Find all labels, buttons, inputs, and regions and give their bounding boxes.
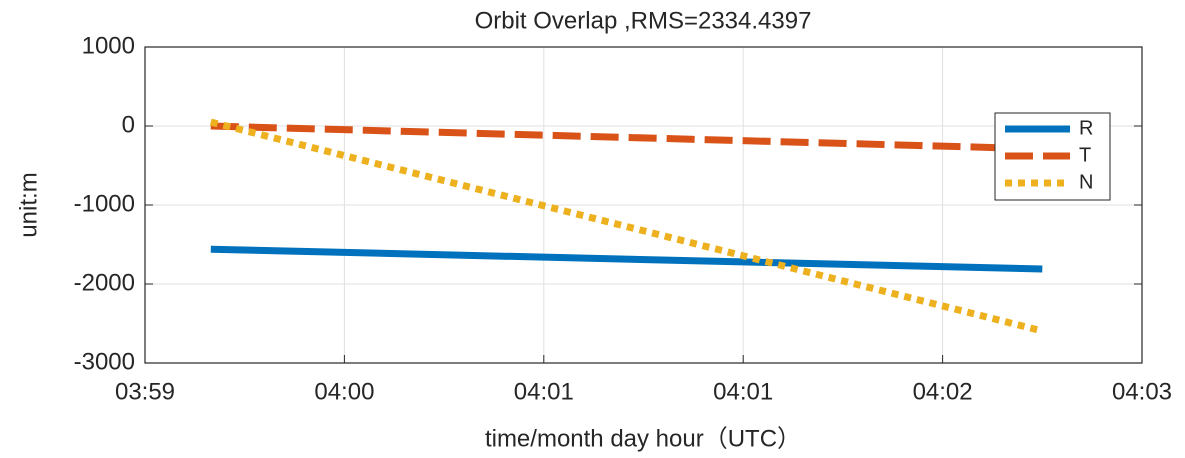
- y-tick-label: -1000: [74, 190, 135, 217]
- x-tick-label: 04:03: [1112, 378, 1172, 405]
- legend-label: R: [1079, 117, 1093, 139]
- x-tick-label: 04:02: [913, 378, 973, 405]
- y-tick-label: 0: [122, 111, 135, 138]
- y-axis-label: unit:m: [15, 172, 42, 237]
- x-tick-label: 04:01: [713, 378, 773, 405]
- legend-label: N: [1079, 171, 1093, 193]
- legend-label: T: [1079, 144, 1091, 166]
- chart: Orbit Overlap ,RMS=2334.4397 time/month …: [0, 0, 1185, 458]
- chart-title: Orbit Overlap ,RMS=2334.4397: [475, 7, 812, 34]
- page: Orbit Overlap ,RMS=2334.4397 time/month …: [0, 0, 1185, 458]
- x-axis-label: time/month day hour（UTC）: [485, 425, 801, 452]
- y-tick-label: -3000: [74, 348, 135, 375]
- x-tick-label: 04:01: [514, 378, 574, 405]
- y-tick-label: 1000: [82, 32, 135, 59]
- y-tick-label: -2000: [74, 269, 135, 296]
- x-tick-label: 04:00: [314, 378, 374, 405]
- x-tick-label: 03:59: [115, 378, 175, 405]
